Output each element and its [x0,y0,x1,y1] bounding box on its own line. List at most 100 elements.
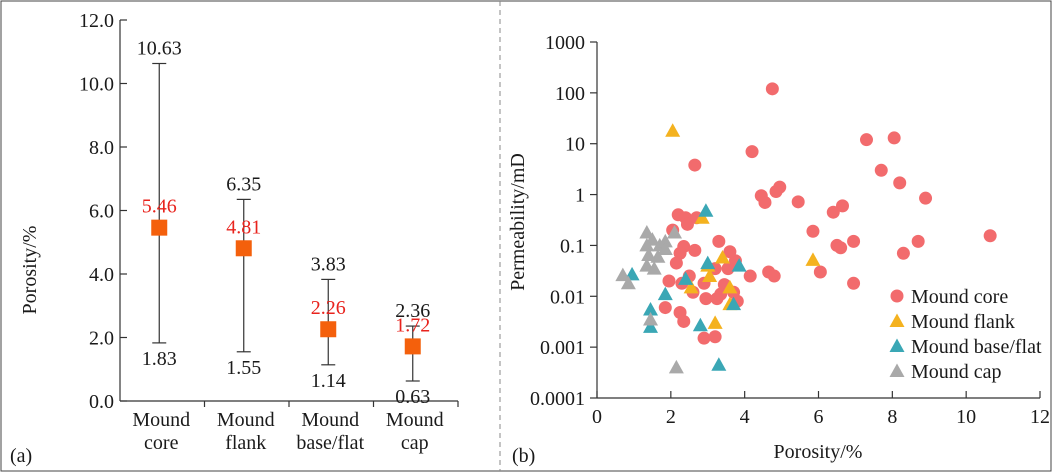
legend-mound-flank-label: Mound flank [911,311,1015,333]
mound-core-point [874,163,888,177]
panel-a-y-tick-label: 0.0 [89,391,114,413]
mound-core-point [688,158,702,172]
mound-core-point [834,241,848,255]
mean-marker [151,219,168,236]
category-label-line1: Mound [217,409,275,431]
panel-a-y-tick-label: 6.0 [89,201,114,223]
panel-b-x-tick-label: 4 [740,406,750,428]
mound-core-point [919,191,933,205]
mound-cap-point [668,359,684,374]
mound-core-point [658,301,672,315]
panel-b-x-axis-label: Porosity/% [774,441,863,463]
mound-base-flat-point [700,255,716,270]
mound-cap-point [620,275,636,290]
panel-a-y-tick-label: 4.0 [89,264,114,286]
mound-flank-point [683,279,699,294]
category-label-line2: base/flat [296,432,364,454]
mound-core-point [721,262,735,276]
panel-b-y-tick-label: 100 [555,83,585,105]
mean-value-label: 1.72 [395,314,430,336]
legend-mound-cap-label: Mound cap [911,361,1002,383]
mound-flank-point [805,252,821,266]
min-value-label: 1.55 [226,357,261,379]
mean-marker [320,321,337,338]
category-label-line2: cap [401,432,429,454]
panel-b-y-tick-label: 10 [565,134,585,156]
mound-core-point [699,292,713,306]
mound-core-point [680,217,694,231]
legend-mound-base-flat-label: Mound base/flat [911,336,1042,358]
mound-cap-point [643,311,659,326]
mean-value-label: 4.81 [226,216,261,238]
panel-b-x-tick-label: 2 [666,406,676,428]
panel-b-x-tick-label: 6 [814,406,824,428]
panel-b-y-tick-label: 0.1 [560,235,585,257]
max-value-label: 10.63 [137,37,182,59]
mound-core-point [826,205,840,219]
mound-base-flat-point [731,258,747,272]
mound-flank-point [702,268,718,283]
mound-core-point [911,234,925,248]
mean-marker [404,338,421,355]
mound-core-point [708,330,722,344]
mound-base-flat-point [698,203,714,217]
mound-core-point [712,234,726,248]
panel-b-label: (b) [512,445,535,467]
panel-b-x-tick-label: 0 [592,406,602,428]
panel-b-y-tick-label: 0.01 [550,286,585,308]
mound-base-flat-point [711,357,727,371]
panel-b-y-axis-label: Permeability/mD [507,153,529,291]
min-value-label: 1.14 [311,370,346,392]
mound-core-point [806,224,820,238]
mound-base-flat-point [726,296,742,311]
mound-core-point [813,265,827,279]
max-value-label: 6.35 [226,173,261,195]
mound-core-point [887,131,901,145]
panel-b-y-tick-label: 0.001 [540,337,585,359]
mound-core-point [859,133,873,147]
mound-core-point [662,274,676,288]
mound-flank-point [722,279,738,294]
mound-cap-point [615,267,631,282]
legend-mound-flank-marker [889,313,905,327]
max-value-label: 2.36 [395,300,430,322]
mound-core-point [767,269,781,283]
max-value-label: 3.83 [311,253,346,275]
mound-cap-point [657,241,673,256]
mound-core-point [893,176,907,190]
panel-a-y-tick-label: 12.0 [79,10,114,32]
panel-a-label: (a) [10,445,32,467]
panel-a-range-chart: 0.0 2.0 4.0 6.0 8.0 10.0 12.0 10.63 5.46 1.83 Mou… [10,10,459,467]
mound-core-point [791,195,805,209]
category-label-line1: Mound [132,409,190,431]
mound-core-point [697,331,711,345]
mound-core-point [669,256,683,270]
min-value-label: 0.63 [395,386,430,408]
mean-marker [235,240,252,257]
panel-a-y-tick-label: 8.0 [89,137,114,159]
mound-core-point [983,229,997,243]
panel-b-y-tick-label: 0.0001 [530,388,585,410]
panel-b-x-tick-label: 12 [1030,406,1050,428]
mound-cap-point [657,233,673,248]
mound-core-point [677,314,691,328]
panel-b-scatter-chart: 0.0001 0.001 0.01 0.1 1 10 100 1000 0 2 4 6 8 10 12 Mo… [507,32,1050,467]
legend-mound-core-marker [890,289,904,303]
panel-b-x-tick-label: 8 [887,406,897,428]
mound-core-point [835,199,849,213]
category-label-line2: flank [225,432,266,454]
category-label-line2: core [144,432,179,454]
mound-core-point [758,195,772,209]
mound-cap-point [667,224,683,239]
category-label-line1: Mound [386,409,444,431]
panel-a-y-tick-label: 10.0 [79,74,114,96]
mean-value-label: 5.46 [142,196,177,218]
mound-cap-point [639,237,655,252]
mound-cap-point [646,261,662,275]
mound-core-point [673,246,687,260]
mound-flank-point [715,249,731,264]
category-label-line1: Mound [301,409,359,431]
mound-core-point [723,245,737,259]
